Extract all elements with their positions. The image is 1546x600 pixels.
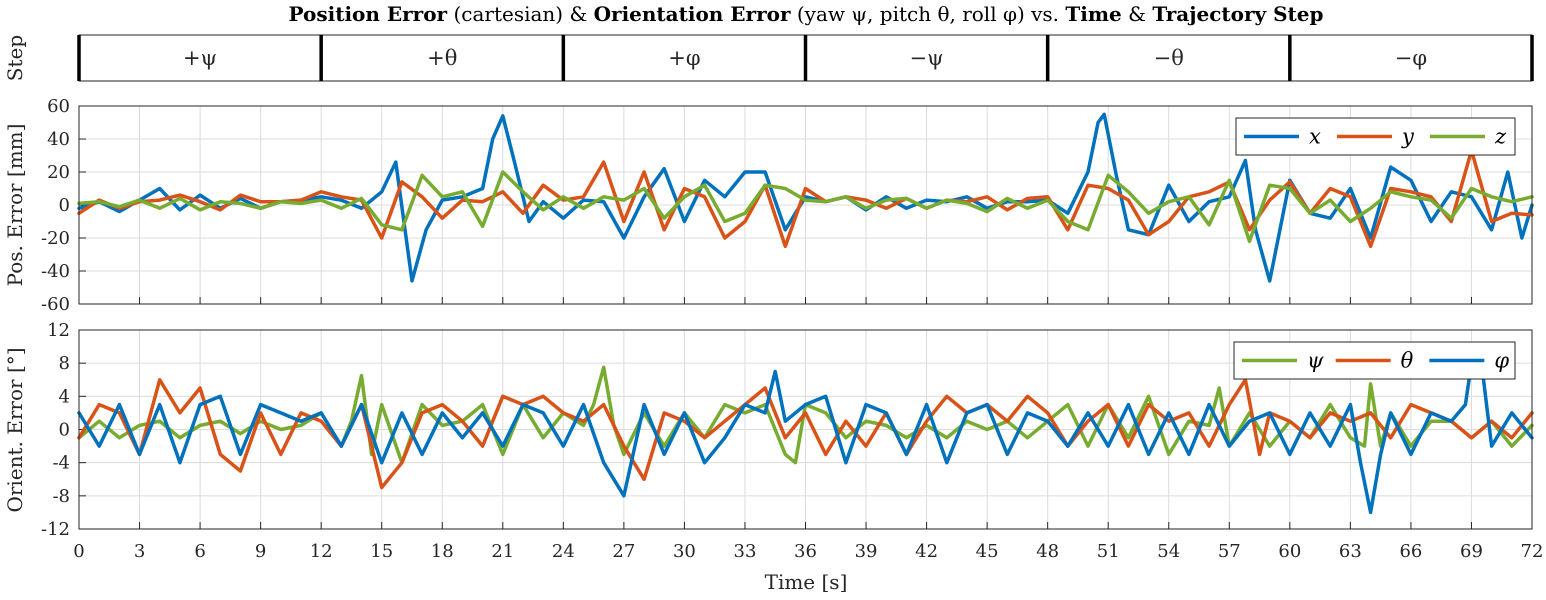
x-tick-label: 72: [1521, 541, 1544, 562]
legend-label-1: θ: [1401, 349, 1414, 373]
x-tick-label: 12: [310, 541, 333, 562]
y-tick-label: -20: [41, 228, 70, 249]
x-tick-label: 24: [552, 541, 575, 562]
step-label: +φ: [668, 46, 700, 70]
legend-label-0: x: [1309, 125, 1321, 149]
x-tick-label: 60: [1278, 541, 1301, 562]
y-tick-label: 12: [47, 320, 70, 341]
x-tick-label: 51: [1097, 541, 1120, 562]
x-tick-label: 33: [734, 541, 757, 562]
series-line-1: [77, 378, 1534, 490]
x-tick-label: 0: [73, 541, 84, 562]
title-part-6: Trajectory Step: [1152, 2, 1323, 26]
title-part-4: Time: [1065, 2, 1121, 26]
x-tick-label: 15: [370, 541, 393, 562]
y-tick-label: -60: [41, 294, 70, 315]
x-tick-label: 27: [612, 541, 635, 562]
figure-title: Position Error (cartesian) & Orientation…: [289, 2, 1324, 26]
y-tick-label: -12: [41, 519, 70, 540]
y-tick-label: 0: [59, 195, 70, 216]
title-part-2: Orientation Error: [594, 2, 791, 26]
y-tick-label: 60: [47, 96, 70, 117]
x-tick-label: 30: [673, 541, 696, 562]
orientation-error-y-ticks: -12 -8 -4 0 4 8 12: [41, 320, 70, 540]
time-axis-ticks: 0 3 6 9 12 15 18 21 24 27 30 33 36 39 42 45 48 51 54 57 60 63…: [73, 541, 1543, 562]
x-tick-label: 18: [431, 541, 454, 562]
x-tick-label: 45: [976, 541, 999, 562]
x-tick-label: 39: [855, 541, 878, 562]
legend-label-2: z: [1494, 125, 1507, 149]
y-tick-label: -40: [41, 261, 70, 282]
title-part-0: Position Error: [289, 2, 448, 26]
orientation-error-y-label: Orient. Error [°]: [3, 347, 27, 512]
position-error-legend: x y z: [1235, 117, 1516, 156]
y-tick-label: 4: [59, 386, 70, 407]
step-axis-label: Step: [3, 35, 27, 81]
series-line-1: [77, 148, 1534, 249]
orientation-error-grid: [78, 329, 1533, 530]
step-label: +ψ: [183, 46, 217, 70]
x-tick-label: 6: [194, 541, 205, 562]
x-tick-label: 36: [794, 541, 817, 562]
position-error-y-label: Pos. Error [mm]: [3, 124, 27, 287]
title-part-1: (cartesian) &: [447, 2, 594, 26]
step-label: −θ: [1154, 46, 1184, 70]
x-tick-label: 21: [491, 541, 514, 562]
step-bands: +ψ +θ +φ −ψ −θ −φ: [77, 35, 1534, 81]
series-line-2: [77, 170, 1534, 244]
step-label: +θ: [427, 46, 457, 70]
y-tick-label: 20: [47, 162, 70, 183]
step-label: −φ: [1395, 46, 1427, 70]
orientation-error-axes-frame: [78, 329, 1533, 530]
y-tick-label: 0: [59, 420, 70, 441]
position-error-axes-frame: [78, 105, 1533, 305]
position-error-series: [77, 112, 1534, 283]
x-tick-label: 42: [915, 541, 938, 562]
legend-label-2: φ: [1494, 349, 1509, 373]
title-part-3: (yaw ψ, pitch θ, roll φ) vs.: [791, 2, 1066, 26]
x-tick-label: 66: [1399, 541, 1422, 562]
step-panel: +ψ +θ +φ −ψ −θ −φ Step: [3, 34, 1534, 82]
legend-label-1: y: [1401, 125, 1415, 149]
position-error-panel: -60 -40 -20 0 20 40 60 x y z Pos. Error [mm]: [3, 96, 1534, 315]
x-tick-label: 57: [1218, 541, 1241, 562]
position-error-y-ticks: -60 -40 -20 0 20 40 60: [41, 96, 70, 315]
y-tick-label: -4: [52, 453, 70, 474]
x-tick-label: 54: [1157, 541, 1180, 562]
y-tick-label: 40: [47, 129, 70, 150]
x-tick-label: 48: [1036, 541, 1059, 562]
x-tick-label: 69: [1460, 541, 1483, 562]
x-tick-label: 3: [134, 541, 145, 562]
orientation-error-series: [77, 361, 1534, 515]
y-tick-label: -8: [52, 486, 70, 507]
series-line-2: [77, 361, 1534, 515]
y-tick-label: 8: [59, 353, 70, 374]
title-part-5: &: [1122, 2, 1153, 26]
step-label: −ψ: [910, 46, 944, 70]
x-tick-label: 9: [255, 541, 266, 562]
x-tick-label: 63: [1339, 541, 1362, 562]
x-axis-label: Time [s]: [765, 570, 848, 594]
legend-label-0: ψ: [1307, 349, 1324, 373]
